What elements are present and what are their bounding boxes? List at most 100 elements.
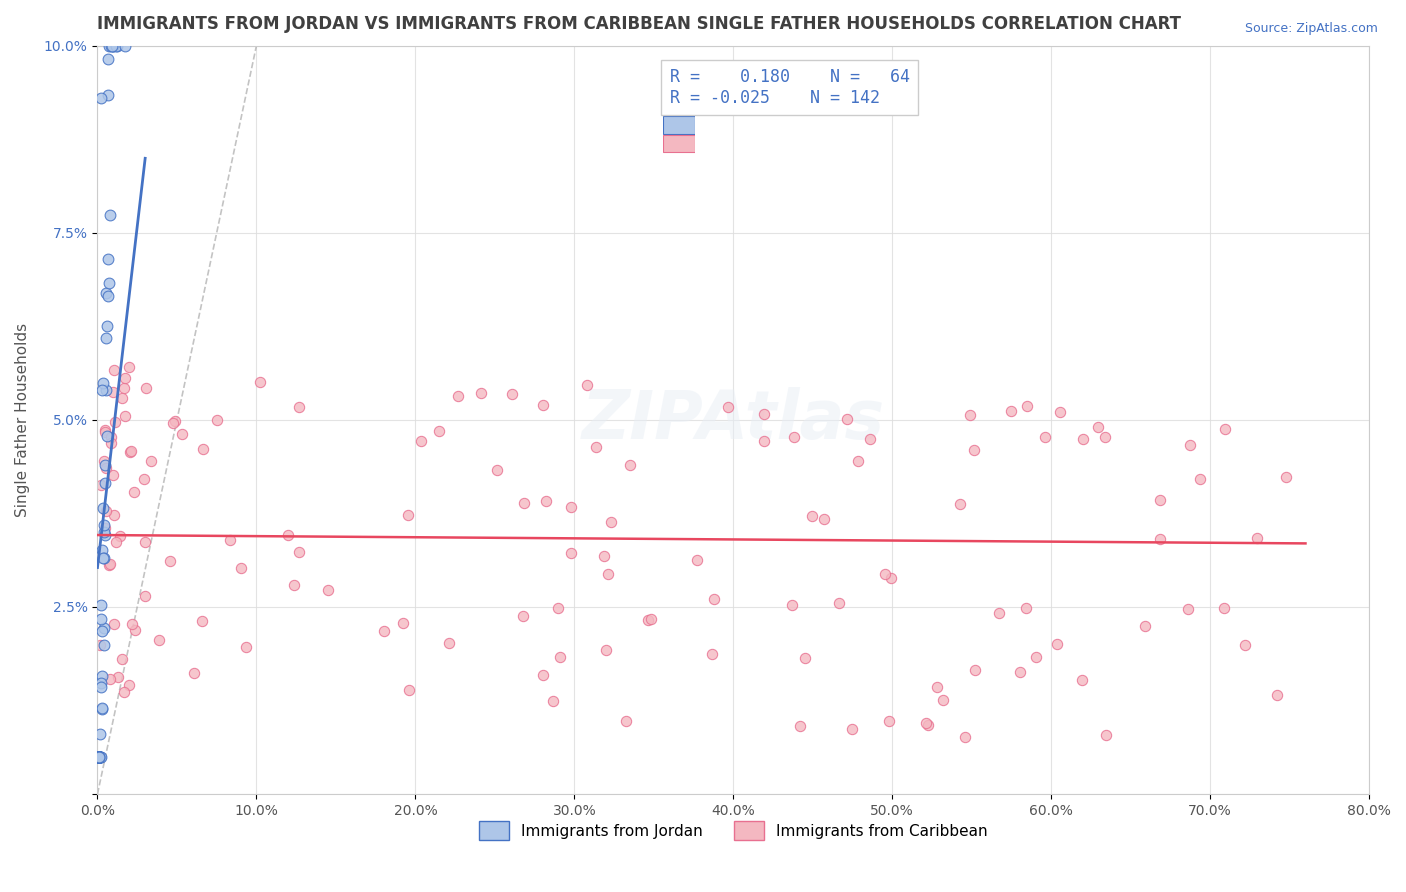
Point [828, 596, 851, 610]
Point [593, 549, 616, 564]
Point [124, 624, 146, 638]
Point [104, 534, 127, 549]
Point [94, 425, 117, 440]
Point [925, 680, 948, 694]
Point [94, 331, 117, 345]
Point [1071, 432, 1094, 446]
Point [191, 442, 214, 456]
Point [89, 638, 111, 652]
Point [1178, 438, 1201, 452]
Point [122, 485, 145, 500]
Point [1000, 404, 1022, 418]
Point [100, 38, 122, 53]
Point [170, 426, 193, 441]
Point [470, 385, 492, 400]
Point [93, 517, 115, 532]
Point [97, 52, 120, 66]
Point [89, 749, 111, 764]
Point [501, 387, 523, 401]
Point [547, 601, 569, 615]
Point [104, 38, 127, 53]
Point [91, 376, 114, 390]
Point [596, 567, 619, 582]
Point [96, 384, 118, 398]
Point [619, 458, 641, 472]
Point [875, 567, 897, 582]
Point [90, 749, 112, 764]
Point [90, 599, 112, 613]
Y-axis label: Single Father Households: Single Father Households [15, 323, 30, 516]
Point [1049, 405, 1071, 419]
Point [1087, 420, 1109, 434]
Point [97, 277, 120, 291]
Point [205, 413, 228, 427]
Point [513, 496, 536, 510]
Point [183, 666, 205, 681]
Point [485, 463, 508, 477]
Point [91, 501, 114, 516]
Point [1046, 637, 1069, 651]
Text: IMMIGRANTS FROM JORDAN VS IMMIGRANTS FROM CARIBBEAN SINGLE FATHER HOUSEHOLDS COR: IMMIGRANTS FROM JORDAN VS IMMIGRANTS FRO… [97, 15, 1181, 33]
Point [89, 727, 111, 741]
Point [98, 557, 121, 571]
Point [89, 749, 111, 764]
Point [1033, 430, 1056, 444]
Point [96, 319, 118, 334]
Point [118, 445, 141, 459]
Point [98, 208, 121, 222]
Point [446, 389, 468, 403]
Point [87, 749, 110, 764]
Point [87, 749, 110, 764]
Point [533, 667, 555, 681]
Point [703, 591, 725, 606]
Point [846, 453, 869, 467]
Point [1274, 470, 1296, 484]
Point [134, 472, 156, 486]
Point [90, 702, 112, 716]
Point [1246, 531, 1268, 545]
Point [437, 636, 460, 650]
Point [110, 529, 132, 543]
Point [97, 38, 120, 53]
Point [1010, 665, 1032, 679]
Point [801, 509, 824, 524]
Point [789, 719, 811, 733]
Point [396, 508, 419, 523]
Point [752, 434, 775, 448]
Point [880, 571, 903, 585]
Point [541, 693, 564, 707]
Point [86, 749, 108, 764]
Point [1149, 492, 1171, 507]
Point [103, 363, 125, 377]
Point [103, 385, 125, 400]
Point [114, 409, 136, 423]
Point [118, 359, 141, 374]
Point [97, 558, 120, 572]
Point [93, 528, 115, 542]
Point [917, 718, 939, 732]
Point [1213, 421, 1236, 435]
Point [576, 378, 599, 392]
Point [512, 609, 534, 624]
Point [531, 398, 554, 412]
Point [97, 289, 120, 303]
Point [1188, 472, 1211, 486]
Point [121, 617, 143, 632]
Point [96, 428, 118, 442]
Point [96, 461, 118, 475]
Point [93, 453, 115, 467]
Point [121, 443, 143, 458]
Point [87, 749, 110, 764]
Point [94, 476, 117, 491]
Point [963, 663, 986, 677]
Point [93, 621, 115, 635]
Point [112, 685, 135, 699]
Point [640, 612, 662, 626]
Point [1015, 600, 1038, 615]
Point [277, 528, 299, 542]
Point [89, 749, 111, 764]
Point [89, 749, 111, 764]
Point [932, 693, 955, 707]
Point [231, 561, 253, 575]
Point [782, 430, 804, 444]
